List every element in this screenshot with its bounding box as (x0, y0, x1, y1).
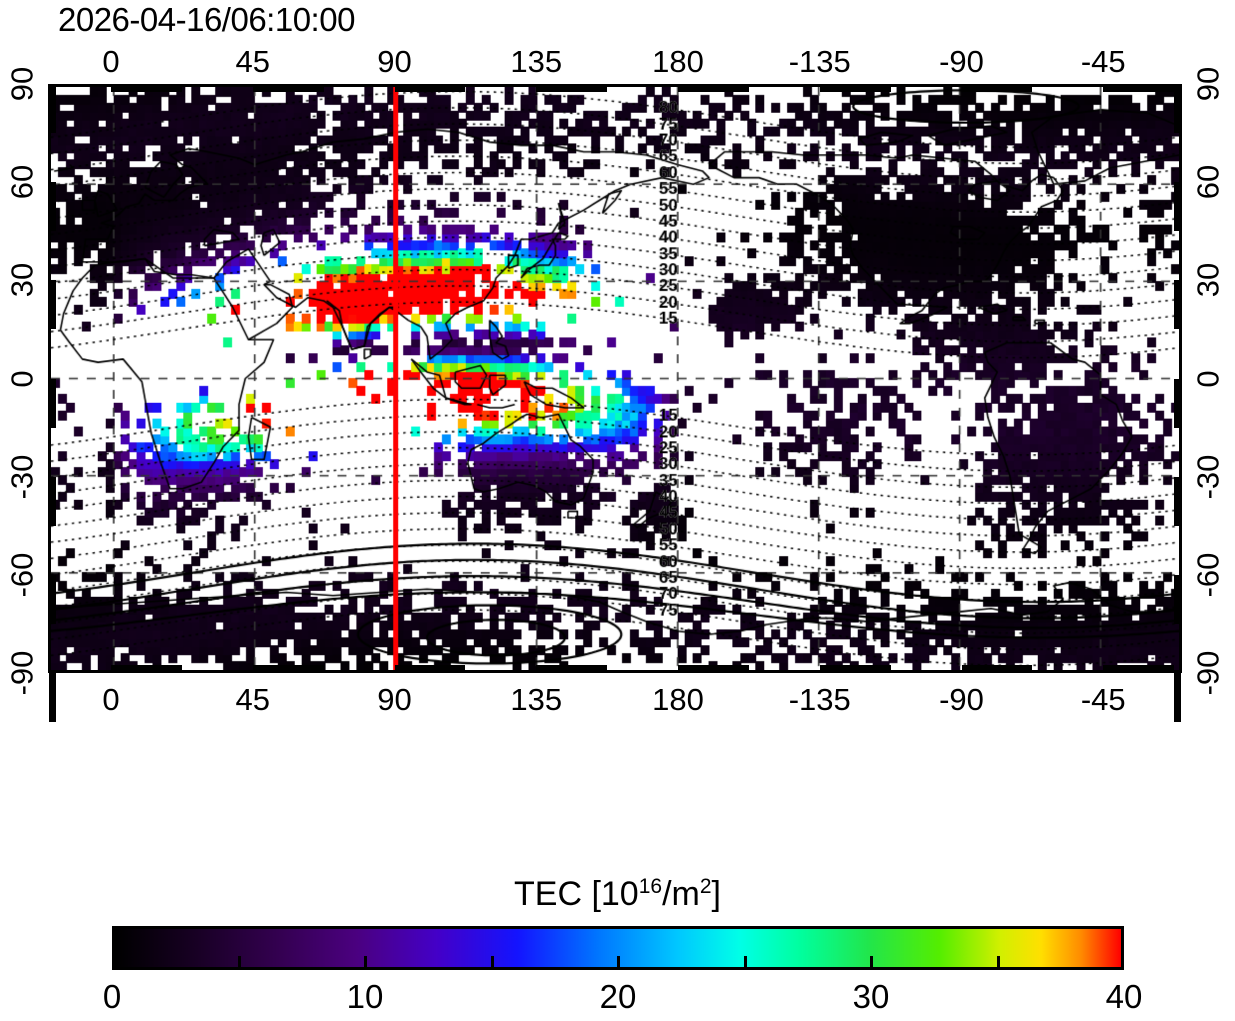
bottom-axis-tick-0: 0 (102, 682, 120, 717)
right-axis-tick-6: -90 (1190, 650, 1226, 696)
right-axis-tick-5: -60 (1190, 552, 1226, 598)
top-axis-tick-7: -45 (1080, 44, 1126, 79)
left-axis-tick-2: 30 (4, 263, 40, 298)
bottom-axis-tick-5: -135 (788, 682, 851, 717)
axis-tick-bar (252, 85, 324, 92)
top-axis-tick-2: 90 (377, 44, 412, 79)
bottom-axis-tick-6: -90 (939, 682, 984, 717)
top-axis-tick-5: -135 (788, 44, 851, 79)
axis-tick-bar (252, 665, 324, 672)
axis-tick-bar (1174, 84, 1181, 134)
left-axis-tick-5: -60 (4, 552, 40, 598)
axis-tick-bar (1103, 665, 1175, 672)
colorbar-tick (996, 956, 1000, 967)
right-axis-tick-3: 0 (1190, 369, 1226, 388)
colorbar-tick-label-3: 30 (852, 978, 890, 1015)
axis-tick-bar (49, 476, 56, 526)
colorbar-title-mid: /m (662, 875, 700, 913)
colorbar-tick (237, 956, 241, 967)
axis-tick-bar (678, 665, 749, 672)
colorbar-title: TEC [1016/m2] (0, 868, 1235, 913)
right-axis-tick-1: 60 (1190, 164, 1226, 200)
axis-tick-bar (1174, 574, 1181, 624)
axis-tick-bar (49, 280, 56, 330)
axis-tick-bar (1174, 378, 1181, 428)
axis-tick-bar (1174, 673, 1181, 723)
right-axis-tick-2: 30 (1190, 263, 1226, 298)
page-title: 2026-04-16/06:10:00 (58, 1, 355, 38)
axis-tick-bar (111, 665, 182, 672)
top-axis-tick-4: 180 (652, 44, 704, 79)
left-axis-tick-0: 90 (4, 66, 40, 102)
bottom-axis-tick-7: -45 (1080, 682, 1126, 717)
map-plot-frame (48, 84, 1182, 673)
colorbar-tick (617, 956, 620, 967)
axis-tick-bar (961, 85, 1033, 92)
axis-tick-bar (1174, 280, 1181, 330)
colorbar-tick (490, 956, 494, 967)
colorbar-title-end: ] (711, 875, 721, 913)
axis-tick-bar (1174, 476, 1181, 526)
axis-tick-bar (49, 378, 56, 428)
colorbar-tick-label-1: 10 (346, 978, 384, 1015)
axis-tick-bar (1103, 85, 1175, 92)
axis-tick-bar (819, 665, 891, 672)
colorbar-tick (870, 956, 873, 967)
top-axis-tick-1: 45 (235, 44, 270, 79)
right-axis-tick-4: -30 (1190, 454, 1226, 500)
axis-tick-bar (678, 85, 749, 92)
colorbar-title-exp1: 16 (638, 875, 663, 898)
colorbar-tick-label-2: 20 (599, 978, 637, 1015)
colorbar-tick (364, 956, 367, 967)
axis-tick-bar (536, 665, 608, 672)
right-axis-tick-0: 90 (1190, 66, 1226, 102)
colorbar-title-text: TEC [10 (514, 875, 639, 913)
colorbar-tick-label-0: 0 (102, 978, 122, 1015)
top-axis-tick-3: 135 (510, 44, 563, 79)
axis-tick-bar (49, 182, 56, 232)
colorbar-title-exp2: 2 (699, 875, 712, 898)
axis-tick-bar (49, 574, 56, 624)
colorbar-tick-label-4: 40 (1105, 978, 1143, 1015)
left-axis-tick-6: -90 (4, 650, 40, 696)
left-axis-tick-1: 60 (4, 164, 40, 200)
left-axis-tick-3: 0 (4, 369, 40, 388)
tec-colorbar[interactable] (112, 926, 1124, 970)
axis-tick-bar (49, 84, 56, 134)
axis-tick-bar (394, 665, 466, 672)
top-axis-tick-6: -90 (939, 44, 984, 79)
top-axis-tick-0: 0 (102, 44, 120, 79)
axis-tick-bar (961, 665, 1033, 672)
axis-tick-bar (819, 85, 891, 92)
left-axis-tick-4: -30 (4, 454, 40, 500)
axis-tick-bar (536, 85, 608, 92)
bottom-axis-tick-4: 180 (652, 682, 704, 717)
bottom-axis-tick-1: 45 (235, 682, 270, 717)
tec-map-canvas (51, 87, 1179, 670)
axis-tick-bar (49, 673, 56, 723)
axis-tick-bar (394, 85, 466, 92)
colorbar-tick (743, 956, 747, 967)
bottom-axis-tick-3: 135 (510, 682, 563, 717)
axis-tick-bar (111, 85, 182, 92)
axis-tick-bar (1174, 182, 1181, 232)
bottom-axis-tick-2: 90 (377, 682, 412, 717)
